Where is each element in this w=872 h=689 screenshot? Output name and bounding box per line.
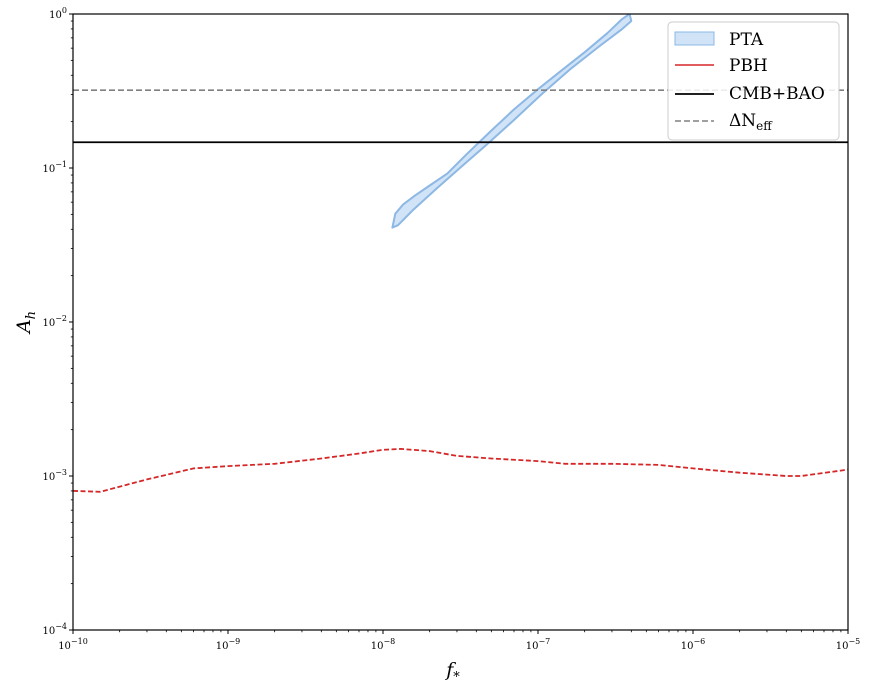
y-tick-exp-4: 0 (62, 6, 67, 15)
x-tick-label-3: 10−7 (526, 637, 551, 652)
x-tick-exp-1: −9 (228, 637, 240, 646)
y-tick-base-4: 10 (49, 10, 62, 21)
y-tick-exp-1: −3 (55, 468, 67, 477)
y-tick-label-3: 10−1 (42, 160, 67, 175)
y-tick-base-1: 10 (42, 472, 55, 483)
y-tick-exp-0: −4 (55, 622, 67, 631)
y-axis-title-main: A (13, 319, 35, 335)
y-axis-title: Ah (13, 311, 39, 335)
x-axis-title-sub: * (453, 670, 460, 685)
y-axis-title-sub: h (24, 311, 39, 319)
pbh-line (73, 447, 848, 493)
x-tick-exp-0: −10 (71, 637, 88, 646)
plot-area (73, 14, 848, 493)
x-tick-label-4: 10−6 (681, 637, 706, 652)
x-tick-label-5: 10−5 (836, 637, 861, 652)
legend-label-delta-neff-main: ΔN (729, 111, 756, 131)
x-tick-exp-3: −7 (538, 637, 550, 646)
legend-label-delta-neff-sub: eff (756, 119, 773, 133)
x-axis-title: f* (444, 659, 460, 685)
x-tick-base-0: 10 (58, 641, 71, 652)
y-tick-label-0: 10−4 (42, 622, 67, 637)
x-tick-base-1: 10 (216, 641, 229, 652)
x-tick-base-4: 10 (681, 641, 694, 652)
pta-region (391, 14, 633, 229)
legend-label-cmb-bao: CMB+BAO (729, 84, 825, 104)
y-tick-label-1: 10−3 (42, 468, 67, 483)
y-tick-base-0: 10 (42, 626, 55, 637)
x-tick-base-5: 10 (836, 641, 849, 652)
x-tick-exp-2: −8 (383, 637, 395, 646)
legend-label-pta: PTA (729, 30, 764, 50)
y-tick-label-2: 10−2 (42, 314, 67, 329)
x-tick-base-2: 10 (371, 641, 384, 652)
x-tick-base-3: 10 (526, 641, 539, 652)
legend-label-pbh: PBH (729, 56, 768, 76)
legend-label-delta-neff: ΔNeff (729, 111, 773, 133)
major-ticks (69, 13, 849, 634)
x-tick-label-2: 10−8 (371, 637, 396, 652)
y-tick-base-3: 10 (42, 164, 55, 175)
y-tick-base-2: 10 (42, 318, 55, 329)
legend: PTA PBH CMB+BAO ΔNeff (667, 21, 840, 141)
legend-frame (667, 21, 840, 141)
x-tick-label-1: 10−9 (216, 637, 241, 652)
y-tick-exp-3: −1 (55, 160, 67, 169)
x-tick-label-0: 10−10 (58, 637, 88, 652)
x-axis-title-main: f (444, 659, 456, 681)
x-tick-exp-4: −6 (693, 637, 705, 646)
x-tick-exp-5: −5 (848, 637, 860, 646)
y-tick-label-4: 100 (49, 6, 67, 21)
y-tick-exp-2: −2 (55, 314, 67, 323)
legend-swatch-pta (674, 31, 715, 46)
